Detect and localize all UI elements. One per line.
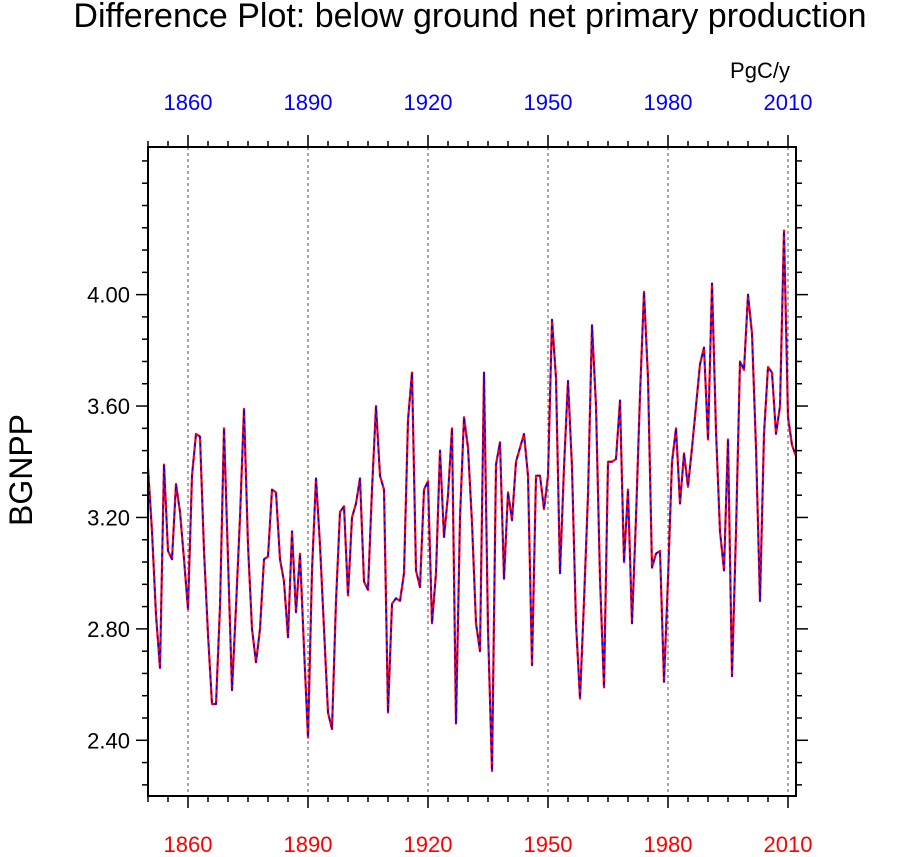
series-line-1 <box>146 229 798 773</box>
x-tick-label-top: 1890 <box>284 90 333 115</box>
series-lines <box>146 229 798 773</box>
plot-frame <box>147 146 797 797</box>
y-tick-label: 2.40 <box>87 728 130 753</box>
units-label: PgC/y <box>730 58 790 83</box>
chart-title: Difference Plot: below ground net primar… <box>73 0 866 35</box>
x-tick-label-top: 1980 <box>644 90 693 115</box>
x-tick-label-bottom: 1890 <box>284 832 333 857</box>
series-line-2 <box>147 229 797 772</box>
x-tick-label-bottom: 1950 <box>524 832 573 857</box>
x-tick-label-top: 1920 <box>404 90 453 115</box>
y-tick-label: 3.20 <box>87 505 130 530</box>
x-tick-label-bottom: 1860 <box>164 832 213 857</box>
grid-lines <box>187 147 789 796</box>
y-tick-label: 2.80 <box>87 617 130 642</box>
y-axis-label: BGNPP <box>3 414 39 526</box>
x-tick-label-bottom: 1920 <box>404 832 453 857</box>
x-tick-label-top: 2010 <box>764 90 813 115</box>
x-tick-label-bottom: 1980 <box>644 832 693 857</box>
y-tick-label: 3.60 <box>87 394 130 419</box>
tick-labels: 2.40 2.80 3.20 3.60 4.00 1860 1860 1890 1890 1920… <box>87 90 812 857</box>
x-tick-label-top: 1860 <box>164 90 213 115</box>
x-tick-label-top: 1950 <box>524 90 573 115</box>
axes <box>136 135 808 808</box>
y-tick-label: 4.00 <box>87 283 130 308</box>
x-tick-label-bottom: 2010 <box>764 832 813 857</box>
